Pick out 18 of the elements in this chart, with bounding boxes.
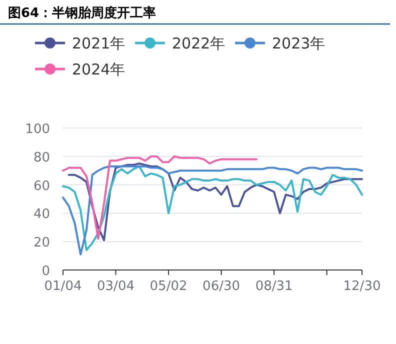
x-tick-label: 08/31 — [255, 279, 293, 294]
y-tick-label: 0 — [42, 264, 50, 279]
x-tick-label: 03/04 — [97, 279, 134, 294]
chart-title: 图64：半钢胎周度开工率 — [8, 5, 156, 21]
legend-label: 2023年 — [272, 34, 326, 52]
legend-label: 2024年 — [72, 60, 126, 78]
x-tick-label: 01/04 — [44, 279, 82, 294]
x-tick-label: 06/30 — [202, 279, 240, 294]
y-tick-label: 20 — [33, 236, 50, 251]
x-tick-label: 05/02 — [150, 279, 188, 294]
legend-label: 2022年 — [172, 34, 226, 52]
plot: 0 20 40 60 80 100 01/04 03/04 05/02 06/30 08/31 12/30 — [25, 122, 381, 294]
legend-label: 2021年 — [72, 34, 126, 52]
y-tick-label: 80 — [33, 150, 50, 166]
y-tick-label: 40 — [33, 207, 50, 222]
y-tick-label: 60 — [33, 178, 50, 194]
y-tick-label: 100 — [25, 122, 50, 137]
x-tick-label: 12/30 — [343, 279, 381, 294]
